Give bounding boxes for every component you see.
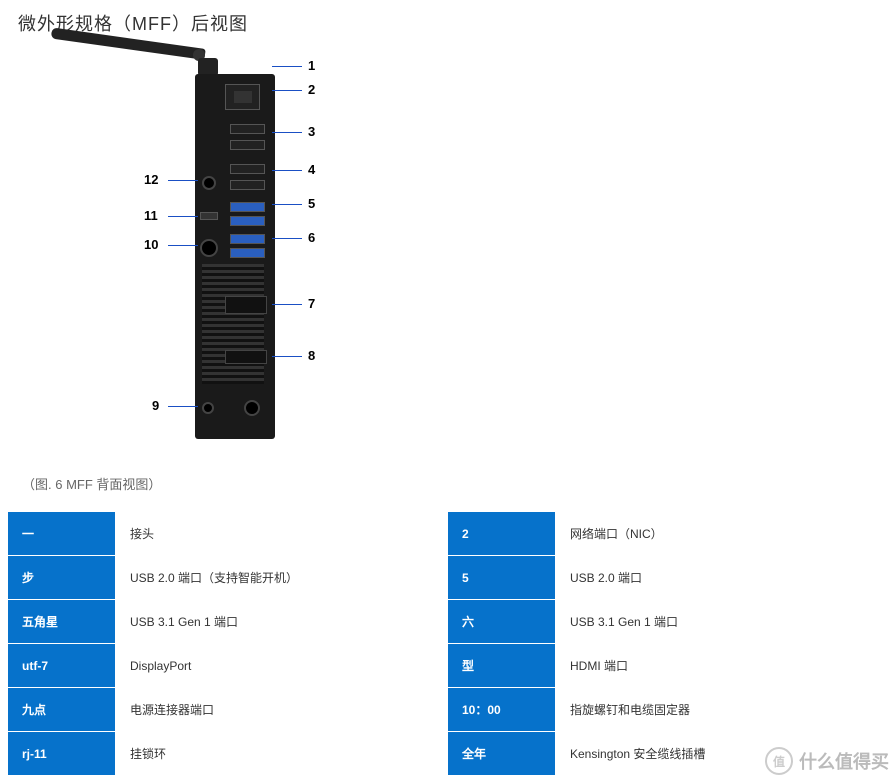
callout-num-3: 3 (308, 124, 315, 139)
port-usb2-c (230, 164, 265, 174)
callout-line (272, 304, 302, 305)
table-key: 5 (448, 555, 556, 599)
table-key: 九点 (8, 687, 116, 731)
table-row: 步USB 2.0 端口（支持智能开机）5USB 2.0 端口 (8, 555, 888, 599)
table-key: 一 (8, 511, 116, 555)
table-val: 挂锁环 (116, 731, 448, 775)
table-key: 10：00 (448, 687, 556, 731)
port-usb3-c (230, 234, 265, 244)
diagram: 1 2 3 4 5 6 7 8 12 11 10 9 (20, 44, 360, 444)
table-val: 电源连接器端口 (116, 687, 448, 731)
port-usb2-d (230, 180, 265, 190)
callout-num-7: 7 (308, 296, 315, 311)
callout-line (272, 204, 302, 205)
table-val: Kensington 安全缆线插槽 (556, 731, 888, 775)
callout-line (272, 90, 302, 91)
table-row: rj-11挂锁环全年Kensington 安全缆线插槽 (8, 731, 888, 775)
table-key: 五角星 (8, 599, 116, 643)
table-key: utf-7 (8, 643, 116, 687)
port-power (244, 400, 260, 416)
callout-line (168, 406, 198, 407)
table-val: USB 3.1 Gen 1 端口 (116, 599, 448, 643)
callout-num-1: 1 (308, 58, 315, 73)
port-usb3-d (230, 248, 265, 258)
table-key: 全年 (448, 731, 556, 775)
page-title: 微外形规格（MFF）后视图 (0, 0, 895, 36)
callout-num-4: 4 (308, 162, 315, 177)
table-key: rj-11 (8, 731, 116, 775)
callout-num-12: 12 (144, 172, 158, 187)
table-key: 2 (448, 511, 556, 555)
table-key: 步 (8, 555, 116, 599)
port-hdmi (225, 350, 267, 364)
callout-line (272, 356, 302, 357)
port-usb3-b (230, 216, 265, 226)
table-row: 一接头2网络端口（NIC） (8, 511, 888, 555)
port-hole-12 (202, 176, 216, 190)
callout-num-11: 11 (144, 208, 158, 223)
port-usb2-b (230, 140, 265, 150)
table-val: USB 3.1 Gen 1 端口 (556, 599, 888, 643)
table-val: HDMI 端口 (556, 643, 888, 687)
callout-num-6: 6 (308, 230, 315, 245)
table-val: 网络端口（NIC） (556, 511, 888, 555)
callout-num-2: 2 (308, 82, 315, 97)
vent-grille (202, 264, 264, 384)
port-displayport (225, 296, 267, 314)
table-key: 型 (448, 643, 556, 687)
table-val: 指旋螺钉和电缆固定器 (556, 687, 888, 731)
callout-num-5: 5 (308, 196, 315, 211)
table-val: USB 2.0 端口（支持智能开机） (116, 555, 448, 599)
callout-line (168, 180, 198, 181)
port-rj45 (225, 84, 260, 110)
ports-table: 一接头2网络端口（NIC）步USB 2.0 端口（支持智能开机）5USB 2.0… (8, 511, 888, 775)
port-screw-10 (200, 239, 218, 257)
callout-line (272, 132, 302, 133)
callout-num-9: 9 (152, 398, 159, 413)
callout-line (168, 216, 198, 217)
table-key: 六 (448, 599, 556, 643)
table-row: 五角星USB 3.1 Gen 1 端口六USB 3.1 Gen 1 端口 (8, 599, 888, 643)
table-val: USB 2.0 端口 (556, 555, 888, 599)
figure-caption: （图. 6 MFF 背面视图） (0, 444, 895, 511)
callout-line (272, 238, 302, 239)
port-usb3-a (230, 202, 265, 212)
callout-line (168, 245, 198, 246)
port-usb2-a (230, 124, 265, 134)
callout-num-8: 8 (308, 348, 315, 363)
port-lock-9 (202, 402, 214, 414)
callout-line (272, 66, 302, 67)
port-slot-11 (200, 212, 218, 220)
table-val: DisplayPort (116, 643, 448, 687)
callout-line (272, 170, 302, 171)
table-row: 九点电源连接器端口10：00指旋螺钉和电缆固定器 (8, 687, 888, 731)
table-row: utf-7DisplayPort型HDMI 端口 (8, 643, 888, 687)
callout-num-10: 10 (144, 237, 158, 252)
table-val: 接头 (116, 511, 448, 555)
